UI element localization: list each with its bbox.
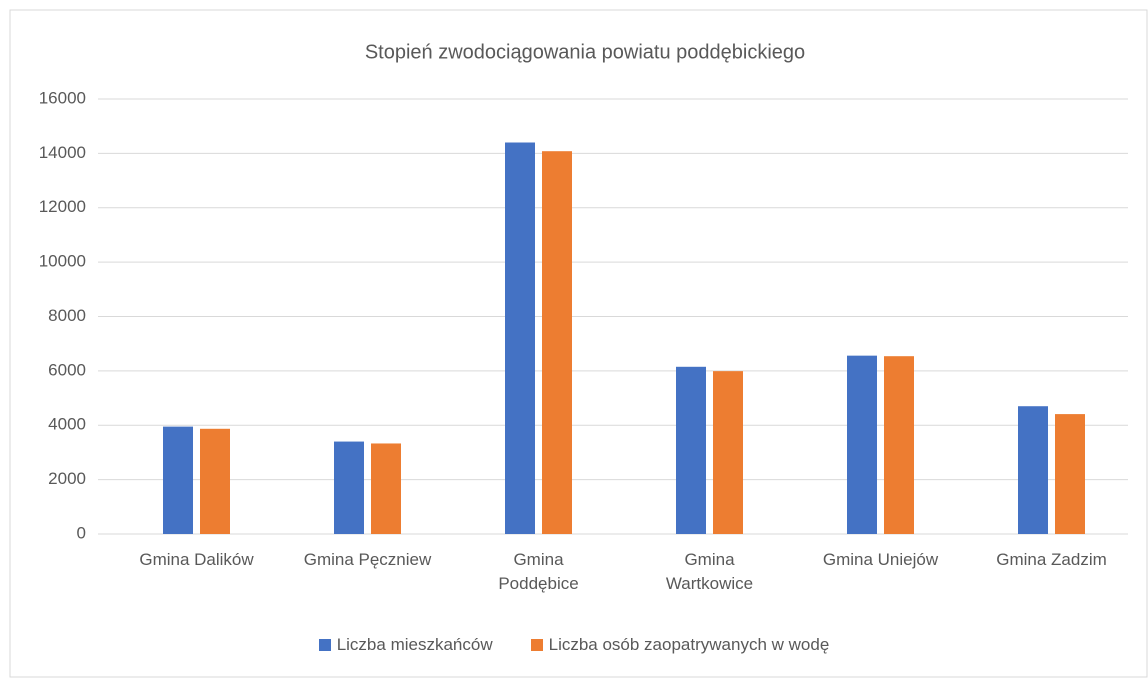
x-tick-label: Gmina Uniejów: [822, 550, 939, 569]
bar: [884, 356, 914, 534]
bar: [676, 366, 706, 534]
legend: Liczba mieszkańców Liczba osób zaopatrywa…: [0, 635, 1148, 655]
bar: [1018, 406, 1048, 534]
bar: [371, 443, 401, 534]
y-tick-label: 12000: [39, 197, 86, 216]
x-tick-label: Gmina Dalików: [139, 550, 254, 569]
bar: [1055, 414, 1085, 534]
chart-title: Stopień zwodociągowania powiatu poddębic…: [365, 41, 805, 63]
legend-label: Liczba osób zaopatrywanych w wodę: [548, 635, 830, 654]
y-tick-label: 16000: [39, 88, 86, 107]
x-tick-label: Gmina Zadzim: [996, 550, 1107, 569]
legend-item: Liczba mieszkańców: [318, 635, 493, 655]
bar: [505, 142, 535, 534]
x-tick-label: Gmina Pęczniew: [303, 550, 432, 569]
x-tick-label: Gmina Wartkowice: [665, 550, 754, 593]
y-tick-label: 0: [77, 523, 86, 542]
bar: [334, 441, 364, 534]
bar: [200, 428, 230, 534]
bar: [847, 355, 877, 534]
x-tick-label: Gmina Poddębice: [498, 550, 579, 593]
chart-border: [9, 9, 1148, 678]
y-tick-label: 8000: [48, 306, 86, 325]
y-tick-label: 14000: [39, 143, 86, 162]
legend-swatch: [530, 639, 543, 651]
bar: [163, 426, 193, 534]
legend-label: Liczba mieszkańców: [336, 635, 493, 654]
bar: [542, 151, 572, 534]
y-tick-label: 6000: [48, 360, 86, 379]
legend-item: Liczba osób zaopatrywanych w wodę: [530, 635, 830, 655]
y-tick-label: 4000: [48, 415, 86, 434]
y-tick-label: 2000: [48, 469, 86, 488]
bar: [713, 371, 743, 534]
y-tick-label: 10000: [39, 252, 86, 271]
legend-swatch: [318, 639, 331, 651]
